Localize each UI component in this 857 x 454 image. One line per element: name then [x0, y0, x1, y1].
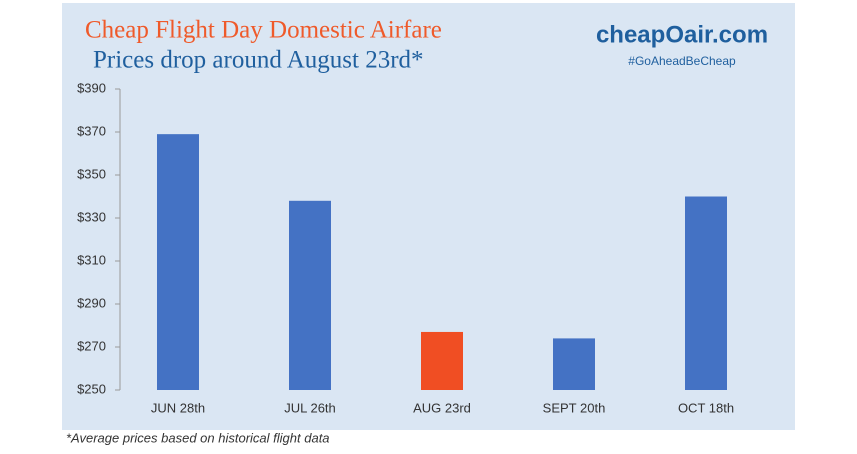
- y-tick-label: $250: [77, 381, 106, 396]
- chart-title: Cheap Flight Day Domestic Airfare: [85, 17, 442, 44]
- x-tick-label: JUN 28th: [151, 400, 205, 415]
- y-tick-label: $330: [77, 209, 106, 224]
- logo: cheapOair.com: [596, 21, 768, 48]
- bar: [421, 331, 463, 390]
- y-tick-label: $390: [77, 80, 106, 95]
- y-tick-label: $310: [77, 252, 106, 267]
- bar: [289, 200, 331, 390]
- tagline: #GoAheadBeCheap: [628, 54, 736, 68]
- y-tick-label: $270: [77, 338, 106, 353]
- bar: [685, 196, 727, 390]
- bar: [157, 134, 199, 390]
- x-tick-label: OCT 18th: [678, 400, 734, 415]
- y-tick-label: $370: [77, 123, 106, 138]
- x-tick-label: AUG 23rd: [413, 400, 471, 415]
- x-tick-label: JUL 26th: [284, 400, 336, 415]
- chart-subtitle: Prices drop around August 23rd*: [93, 47, 424, 74]
- bar: [553, 338, 595, 390]
- x-tick-label: SEPT 20th: [543, 400, 606, 415]
- y-tick-label: $290: [77, 295, 106, 310]
- y-tick-label: $350: [77, 166, 106, 181]
- footnote: *Average prices based on historical flig…: [66, 430, 330, 445]
